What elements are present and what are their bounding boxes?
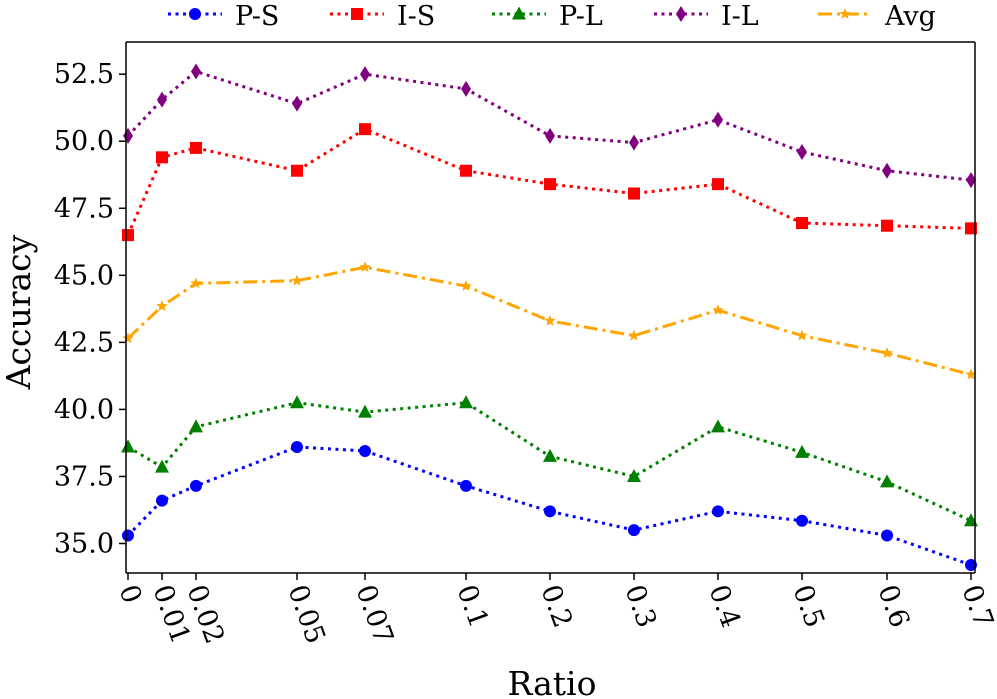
legend-label-i-l: I-L bbox=[721, 1, 759, 32]
data-point-p-s bbox=[628, 524, 640, 537]
data-point-i-l bbox=[713, 111, 723, 128]
y-tick-label: 35.0 bbox=[54, 529, 114, 560]
data-point-p-s bbox=[881, 529, 893, 542]
data-point-p-l bbox=[459, 395, 473, 409]
data-point-p-s bbox=[712, 505, 724, 518]
data-point-avg bbox=[796, 329, 808, 341]
data-point-avg bbox=[628, 329, 640, 341]
y-tick-label: 37.5 bbox=[54, 461, 114, 492]
data-point-i-s bbox=[965, 222, 977, 235]
data-point-p-l bbox=[290, 395, 304, 409]
data-point-avg bbox=[460, 280, 472, 291]
legend-label-i-s: I-S bbox=[397, 1, 435, 32]
data-point-i-s bbox=[712, 178, 724, 191]
series-line-avg bbox=[126, 265, 972, 377]
data-point-i-l bbox=[629, 134, 639, 151]
legend-marker-i-l bbox=[676, 6, 686, 22]
data-point-p-l bbox=[358, 404, 372, 418]
data-point-i-s bbox=[796, 217, 808, 230]
y-tick-label: 45.0 bbox=[54, 260, 114, 291]
x-axis-title: Ratio bbox=[508, 664, 597, 699]
data-point-i-s bbox=[291, 164, 303, 177]
legend: P-S I-S P-L I-L Avg bbox=[168, 1, 936, 32]
data-point-i-s bbox=[460, 164, 472, 177]
data-point-avg bbox=[291, 274, 303, 286]
data-point-i-s bbox=[628, 187, 640, 200]
data-point-p-s bbox=[190, 479, 202, 492]
y-tick-label: 50.0 bbox=[54, 126, 114, 157]
data-point-p-l bbox=[711, 419, 725, 433]
x-tick-label: 0.05 bbox=[281, 581, 331, 648]
legend-marker-i-s bbox=[351, 8, 363, 20]
x-tick-label: 0.7 bbox=[955, 581, 997, 632]
legend-marker-p-s bbox=[189, 8, 201, 20]
data-point-p-s bbox=[796, 514, 808, 527]
plot-markers bbox=[121, 63, 978, 571]
data-point-p-s bbox=[359, 444, 371, 457]
legend-label-avg: Avg bbox=[884, 1, 936, 32]
series-line-p-l bbox=[127, 401, 972, 523]
x-tick-label: 0.5 bbox=[786, 581, 830, 632]
data-point-avg bbox=[544, 314, 556, 326]
data-point-p-l bbox=[880, 474, 894, 488]
series-line-p-s bbox=[126, 445, 972, 567]
data-point-i-l bbox=[360, 66, 370, 83]
data-point-p-s bbox=[122, 529, 134, 542]
y-tick-label: 40.0 bbox=[54, 394, 114, 425]
data-point-p-s bbox=[544, 505, 556, 518]
data-point-p-l bbox=[627, 468, 641, 482]
x-tick-label: 0 bbox=[112, 581, 147, 608]
data-point-i-l bbox=[461, 80, 471, 97]
legend-label-p-l: P-L bbox=[559, 1, 603, 32]
x-tick-label: 0.3 bbox=[618, 581, 662, 632]
data-point-avg bbox=[965, 368, 977, 380]
data-point-i-s bbox=[190, 141, 202, 154]
data-point-i-s bbox=[156, 151, 168, 164]
data-point-p-s bbox=[291, 440, 303, 453]
legend-label-p-s: P-S bbox=[235, 1, 279, 32]
data-point-avg bbox=[156, 300, 168, 312]
x-tick-label: 0.1 bbox=[450, 581, 494, 632]
data-point-avg bbox=[359, 261, 371, 273]
data-point-p-s bbox=[156, 494, 168, 507]
series-line-i-l bbox=[126, 70, 972, 182]
data-point-p-s bbox=[965, 558, 977, 571]
y-tick-label: 52.5 bbox=[54, 59, 114, 90]
data-point-avg bbox=[712, 304, 724, 316]
legend-marker-p-l bbox=[512, 6, 526, 20]
axes: 35.037.540.042.545.047.550.052.500.010.0… bbox=[54, 41, 997, 648]
data-point-avg bbox=[881, 347, 893, 358]
data-point-p-s bbox=[460, 479, 472, 492]
data-point-p-l bbox=[543, 448, 557, 462]
data-point-p-l bbox=[121, 439, 135, 453]
data-point-avg bbox=[122, 332, 134, 344]
data-point-i-l bbox=[292, 95, 302, 112]
data-point-i-s bbox=[881, 219, 893, 232]
data-point-p-l bbox=[189, 419, 203, 433]
data-point-i-l bbox=[191, 63, 201, 80]
y-axis-title: Accuracy bbox=[0, 234, 38, 390]
data-point-i-l bbox=[545, 127, 555, 144]
data-point-i-l bbox=[157, 91, 167, 108]
data-point-i-s bbox=[122, 229, 134, 242]
data-point-avg bbox=[190, 277, 202, 289]
y-tick-label: 42.5 bbox=[54, 327, 114, 358]
data-point-i-l bbox=[966, 172, 976, 189]
x-tick-label: 0.4 bbox=[702, 581, 746, 632]
legend-marker-avg bbox=[839, 8, 851, 19]
data-point-i-s bbox=[544, 178, 556, 191]
data-point-i-l bbox=[797, 143, 807, 160]
x-tick-label: 0.2 bbox=[534, 581, 578, 632]
x-tick-label: 0.6 bbox=[871, 581, 915, 632]
data-point-i-l bbox=[882, 162, 892, 179]
data-point-p-l bbox=[795, 444, 809, 458]
data-point-i-s bbox=[359, 123, 371, 136]
data-point-p-l bbox=[155, 459, 169, 473]
x-tick-label: 0.07 bbox=[349, 581, 399, 648]
y-tick-label: 47.5 bbox=[54, 193, 114, 224]
